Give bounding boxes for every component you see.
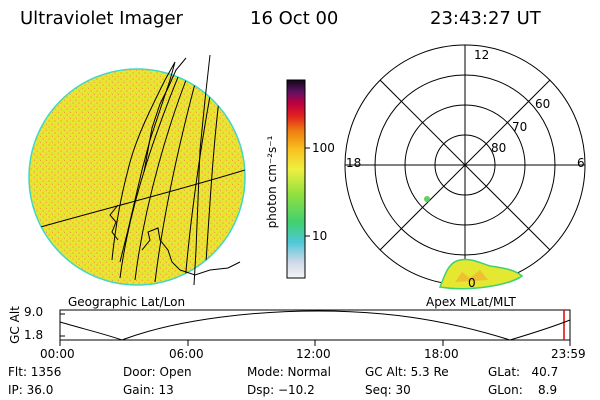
graticule-lines bbox=[29, 69, 245, 283]
info-door: Door: Open bbox=[123, 365, 192, 379]
altitude-axis-label: GC Alt bbox=[7, 306, 22, 344]
colorbar-tick-100: 100 bbox=[312, 141, 335, 155]
info-gain: Gain: 13 bbox=[123, 383, 174, 397]
mlt-label-18: 18 bbox=[346, 156, 362, 170]
geographic-caption: Geographic Lat/Lon bbox=[68, 295, 186, 309]
altitude-plot bbox=[59, 309, 571, 346]
altitude-curve bbox=[59, 310, 571, 341]
time-tick-1800: 18:00 bbox=[424, 347, 459, 361]
geographic-image-panel bbox=[28, 54, 246, 286]
time-tick-0600: 06:00 bbox=[169, 347, 204, 361]
instrument-title: Ultraviolet Imager bbox=[20, 8, 183, 29]
lat-label-80: 80 bbox=[491, 141, 507, 155]
time-tick-1200: 12:00 bbox=[296, 347, 331, 361]
info-seq: Seq: 30 bbox=[365, 383, 411, 397]
coastline-lines bbox=[109, 54, 241, 286]
info-ip: IP: 36.0 bbox=[8, 383, 54, 397]
info-mode: Mode: Normal bbox=[247, 365, 331, 379]
info-glat: GLat: 40.7 bbox=[488, 365, 559, 379]
mlt-label-12: 12 bbox=[474, 48, 490, 62]
apex-caption: Apex MLat/MLT bbox=[426, 295, 516, 309]
info-glon: GLon: 8.9 bbox=[488, 383, 558, 397]
aurora-patch bbox=[424, 196, 524, 290]
colorbar-unit-label: photon cm⁻²s⁻¹ bbox=[265, 135, 279, 229]
altitude-tick-1-8: 1.8 bbox=[24, 328, 44, 342]
header-time: 23:43:27 UT bbox=[430, 8, 541, 29]
mlt-label-6: 6 bbox=[577, 156, 585, 170]
lat-label-70: 70 bbox=[512, 120, 528, 134]
lat-label-60: 60 bbox=[535, 97, 551, 111]
info-gcalt: GC Alt: 5.3 Re bbox=[365, 365, 449, 379]
colorbar bbox=[286, 79, 310, 279]
mlt-label-0: 0 bbox=[468, 276, 476, 290]
time-tick-0000: 00:00 bbox=[40, 347, 75, 361]
info-flt: Flt: 1356 bbox=[8, 365, 62, 379]
polar-plot bbox=[344, 44, 586, 286]
colorbar-tick-10: 10 bbox=[312, 229, 328, 243]
uv-image-disk bbox=[28, 68, 246, 286]
header-date: 16 Oct 00 bbox=[250, 8, 339, 29]
altitude-tick-9: 9.0 bbox=[24, 305, 44, 319]
time-tick-2359: 23:59 bbox=[551, 347, 586, 361]
info-dsp: Dsp: −10.2 bbox=[247, 383, 315, 397]
aurora-spot bbox=[424, 196, 430, 202]
